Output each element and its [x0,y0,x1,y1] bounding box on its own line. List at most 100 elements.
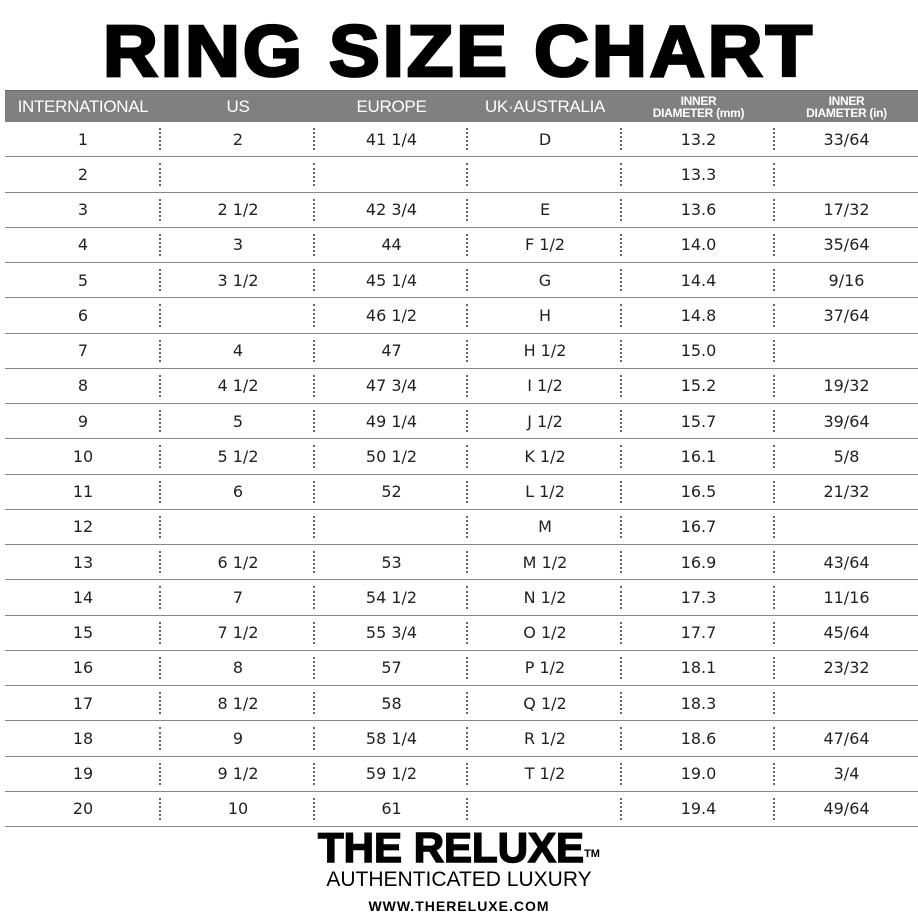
table-cell [468,792,622,826]
table-cell: 59 1/2 [315,757,468,791]
table-cell: 17.3 [622,580,775,614]
table-cell: 18.1 [622,651,775,685]
table-cell: 5 [5,263,161,297]
table-cell: L 1/2 [468,475,622,509]
table-cell: 9/16 [828,270,865,290]
table-cell: 19 [5,757,161,791]
table-cell: 19.0 [622,757,775,791]
table-row: 14 7 54 1/2 N 1/2 17.3 11/16 [5,580,918,616]
table-cell: 5 [161,404,315,438]
table-cell: 19/32 [823,376,870,396]
table-cell: T 1/2 [468,757,622,791]
table-cell: 33/64 [823,129,870,149]
table-row: 12 M 16.7 [5,510,918,545]
table-cell: 61 [315,792,468,826]
table-row: 17 8 1/2 58 Q 1/2 18.3 [5,686,918,722]
table-cell: 54 1/2 [315,580,468,614]
table-cell: M 1/2 [468,545,622,579]
table-cell: 16.9 [622,545,775,579]
table-cell: 49 1/4 [315,404,468,438]
column-header-text: INNER [680,93,717,108]
column-header: EUROPE [315,91,468,122]
table-cell: R 1/2 [468,721,622,755]
table-cell: 47/64 [823,728,870,748]
brand-name: THE RELUXE [317,824,585,871]
ring-size-table: INTERNATIONAL US EUROPE UK·AUSTRALIA INNER DI… [5,90,918,827]
table-cell: Q 1/2 [468,686,622,720]
table-cell [775,334,918,368]
table-cell: 15.7 [622,404,775,438]
brand-tagline: AUTHENTICATED LUXURY [326,868,592,891]
table-row: 18 9 58 1/4 R 1/2 18.6 47/64 [5,721,918,757]
table-cell: 49/64 [823,799,870,819]
table-cell: 14.8 [622,298,775,332]
table-cell: 55 3/4 [315,616,468,650]
table-cell: 3 [5,193,161,227]
table-cell [468,157,622,191]
table-cell [775,510,918,544]
column-header: US [161,91,315,122]
table-cell: 9 [161,721,315,755]
table-cell: 13.2 [622,122,775,156]
table-cell: 8 [161,651,315,685]
table-cell: 17.7 [622,616,775,650]
table-cell [161,298,315,332]
brand-footer: THE RELUXETM AUTHENTICATED LUXURY WWW.TH… [0,824,918,914]
table-cell: 6 [161,475,315,509]
table-cell: N 1/2 [468,580,622,614]
table-cell: H [468,298,622,332]
table-cell: 19.4 [622,792,775,826]
column-header-text: EUROPE [356,96,427,116]
table-cell: 3/4 [833,764,860,784]
table-cell: 45 1/4 [315,263,468,297]
table-cell: 41 1/4 [315,122,468,156]
table-row: 15 7 1/2 55 3/4 O 1/2 17.7 45/64 [5,616,918,651]
table-cell: 57 [315,651,468,685]
table-cell: 11 [5,475,161,509]
table-cell: 2 1/2 [161,193,315,227]
table-cell: 16 [5,651,161,685]
table-cell: 14.4 [622,263,775,297]
table-cell: 14 [5,580,161,614]
table-cell: 58 1/4 [315,721,468,755]
table-cell: 17 [5,686,161,720]
table-cell: 4 [5,228,161,262]
table-cell: I 1/2 [468,369,622,403]
column-header-text: DIAMETER (mm) [652,105,745,120]
table-cell: 50 1/2 [315,439,468,473]
table-cell: 6 1/2 [161,545,315,579]
table-cell: 10 [5,439,161,473]
table-cell: 42 3/4 [315,193,468,227]
table-cell: 16.1 [622,439,775,473]
table-cell: 52 [315,475,468,509]
column-header: UK·AUSTRALIA [468,91,622,122]
table-cell: 53 [315,545,468,579]
table-row: 7 4 47 H 1/2 15.0 [5,334,918,369]
table-cell: 10 [161,792,315,826]
table-cell: 44 [315,228,468,262]
table-cell: 35/64 [823,235,870,255]
table-cell: 16.7 [622,510,775,544]
table-cell: 11/16 [823,587,870,607]
table-cell [315,157,468,191]
table-cell: 6 [5,298,161,332]
table-cell [315,510,468,544]
table-cell: 5 1/2 [161,439,315,473]
table-row: 2 13.3 [5,157,918,193]
table-body: 1 2 41 1/4 D 13.2 33/64 2 13.3 3 2 1/2 42 3/4 E 13.6… [5,122,918,827]
table-row: 10 5 1/2 50 1/2 K 1/2 16.1 5/8 [5,439,918,475]
table-cell: 13.3 [622,157,775,191]
table-cell: 2 [161,122,315,156]
table-cell: K 1/2 [468,439,622,473]
table-cell: 4 [161,334,315,368]
table-row: 6 46 1/2 H 14.8 37/64 [5,298,918,334]
table-row: 16 8 57 P 1/2 18.1 23/32 [5,651,918,686]
table-cell: 18 [5,721,161,755]
table-row: 11 6 52 L 1/2 16.5 21/32 [5,475,918,510]
table-cell: 46 1/2 [315,298,468,332]
brand-url[interactable]: WWW.THERELUXE.COM [368,898,550,914]
table-cell [775,157,918,191]
column-header-text: INNER [828,93,865,108]
